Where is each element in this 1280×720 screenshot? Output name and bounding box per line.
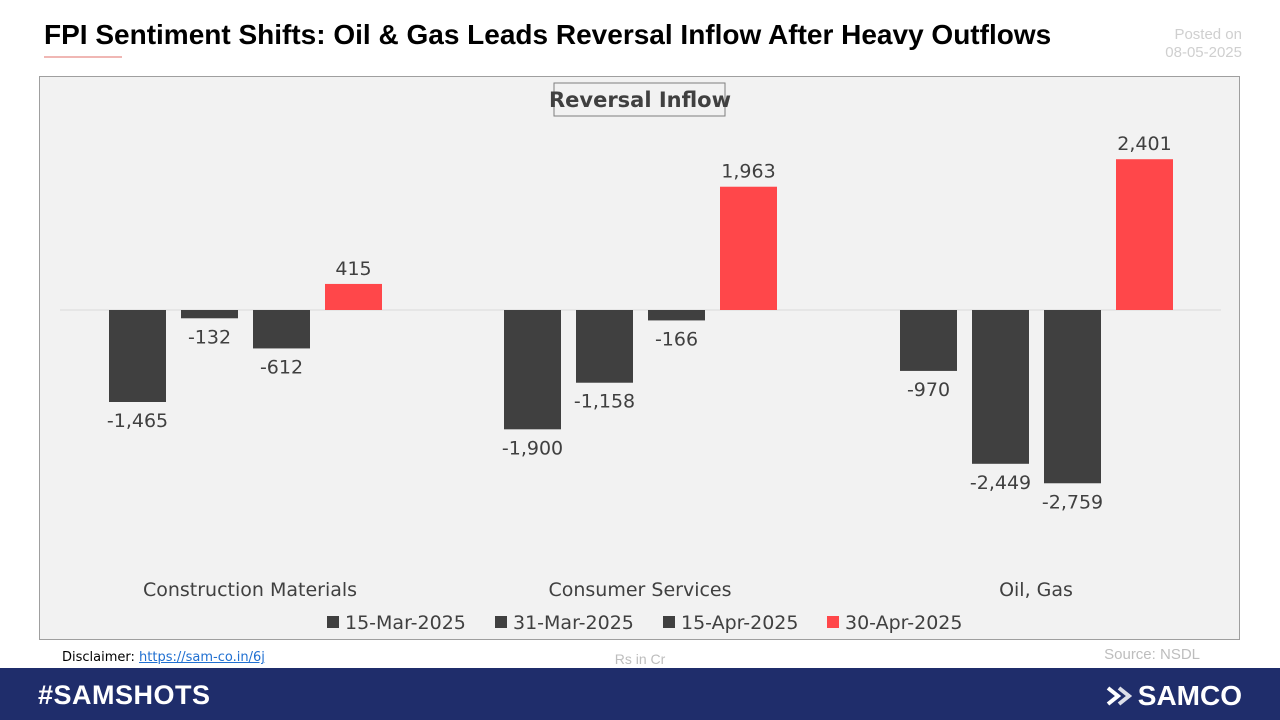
- data-label: -2,759: [1042, 491, 1103, 513]
- category-label: Consumer Services: [548, 579, 731, 601]
- bar: [720, 186, 777, 310]
- legend-label: 30-Apr-2025: [845, 612, 962, 634]
- page-title: FPI Sentiment Shifts: Oil & Gas Leads Re…: [44, 19, 1052, 50]
- category-label: Construction Materials: [143, 579, 357, 601]
- chart-title-box: [553, 82, 726, 117]
- chart-title: Reversal Inflow: [549, 88, 731, 112]
- legend-swatch: [827, 616, 839, 628]
- hashtag: #SAMSHOTS: [38, 680, 211, 710]
- data-label: 415: [335, 258, 371, 280]
- brand-name: SAMCO: [1137, 680, 1242, 711]
- bar: [576, 310, 633, 383]
- data-label: 1,963: [721, 161, 775, 183]
- bar: [1044, 310, 1101, 484]
- bar: [253, 310, 310, 349]
- bar: [325, 283, 382, 310]
- disclaimer-label: Disclaimer:: [62, 650, 135, 665]
- chart-frame: Reversal Inflow -1,465 -1,900 -970 -132 -1,15…: [39, 76, 1240, 640]
- data-label: -2,449: [970, 472, 1031, 494]
- posted-date: Posted on 08-05-2025: [1122, 26, 1242, 62]
- legend-label: 15-Apr-2025: [681, 612, 798, 634]
- category-label: Oil, Gas: [999, 579, 1073, 601]
- legend-swatch: [663, 616, 675, 628]
- bar-chart: Reversal Inflow -1,465 -1,900 -970 -132 -1,15…: [60, 82, 1221, 634]
- bar: [109, 310, 166, 403]
- data-label: -132: [188, 326, 231, 348]
- source-note: Source: NSDL: [1104, 646, 1200, 663]
- footer-bar: #SAMSHOTS SAMCO: [0, 668, 1280, 720]
- data-label: -1,158: [574, 391, 635, 413]
- bar: [972, 310, 1029, 464]
- posted-label: Posted on: [1174, 26, 1242, 43]
- bar: [1116, 159, 1173, 310]
- bar: [504, 310, 561, 430]
- disclaimer-link[interactable]: https://sam-co.in/6j: [139, 650, 265, 665]
- samco-logo-icon: [1106, 686, 1132, 706]
- data-label: -612: [260, 356, 303, 378]
- legend-swatch: [495, 616, 507, 628]
- legend-label: 15-Mar-2025: [345, 612, 466, 634]
- units-note: Rs in Cr: [614, 651, 666, 667]
- data-label: -166: [655, 328, 698, 350]
- data-label: -970: [907, 379, 950, 401]
- bar: [181, 310, 238, 319]
- data-label: -1,900: [502, 437, 563, 459]
- posted-value: 08-05-2025: [1165, 44, 1242, 61]
- legend-swatch: [327, 616, 339, 628]
- title-underline: [44, 56, 122, 58]
- disclaimer: Disclaimer: https://sam-co.in/6j: [62, 650, 265, 665]
- bar: [900, 310, 957, 371]
- data-label: -1,465: [107, 410, 168, 432]
- brand-logo: SAMCO: [1106, 680, 1242, 712]
- data-label: 2,401: [1117, 133, 1171, 155]
- bar: [648, 310, 705, 321]
- legend-label: 31-Mar-2025: [513, 612, 634, 634]
